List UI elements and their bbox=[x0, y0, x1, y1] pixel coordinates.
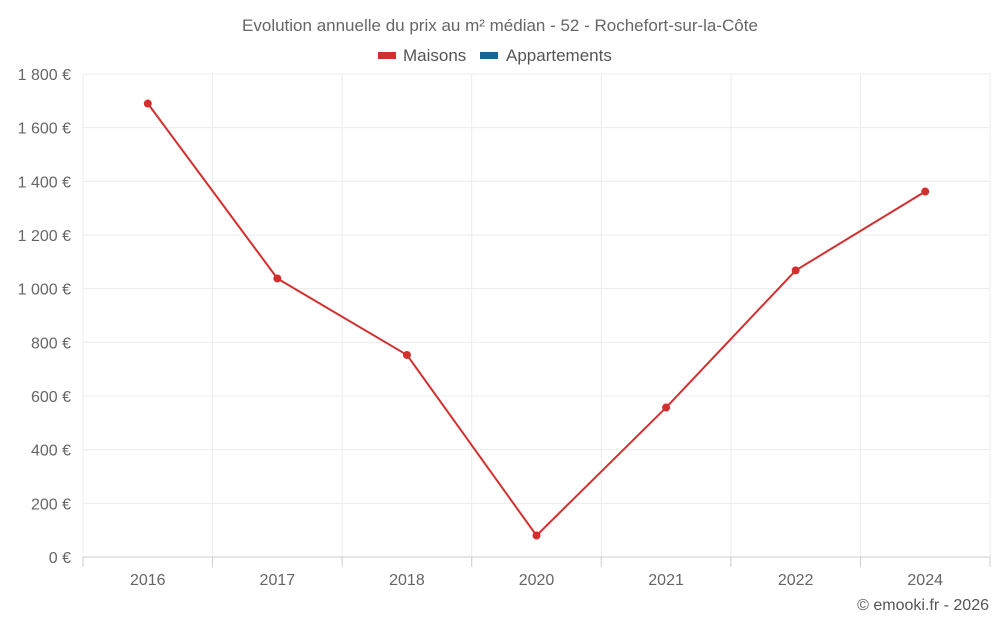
chart-title: Evolution annuelle du prix au m² médian … bbox=[242, 16, 758, 35]
x-tick-label: 2016 bbox=[130, 572, 166, 589]
x-tick-label: 2024 bbox=[907, 572, 943, 589]
data-point-maisons-2016[interactable] bbox=[143, 99, 152, 108]
y-tick-label: 1 800 € bbox=[18, 67, 71, 84]
y-tick-label: 1 400 € bbox=[18, 174, 71, 191]
legend-label-appartements: Appartements bbox=[506, 46, 612, 65]
grid bbox=[82, 73, 991, 557]
legend-swatch-maisons bbox=[378, 52, 396, 59]
y-tick-label: 200 € bbox=[31, 496, 71, 513]
y-tick-label: 1 000 € bbox=[18, 282, 71, 299]
y-tick-label: 600 € bbox=[31, 389, 71, 406]
data-point-maisons-2021[interactable] bbox=[662, 403, 671, 412]
data-point-maisons-2018[interactable] bbox=[402, 350, 411, 359]
x-tick-label: 2021 bbox=[648, 572, 684, 589]
x-tick-label: 2020 bbox=[519, 572, 555, 589]
y-tick-label: 1 200 € bbox=[18, 228, 71, 245]
y-tick-label: 800 € bbox=[31, 335, 71, 352]
legend: Maisons Appartements bbox=[378, 46, 612, 65]
axes: 0 € 200 € 400 € 600 € 800 € 1 000 € 1 200 € 1 4… bbox=[18, 67, 991, 589]
y-tick-label: 0 € bbox=[49, 550, 71, 567]
legend-swatch-appartements bbox=[480, 52, 498, 59]
credit-text: © emooki.fr - 2026 bbox=[857, 597, 989, 614]
data-point-maisons-2020[interactable] bbox=[532, 531, 541, 540]
y-tick-label: 400 € bbox=[31, 443, 71, 460]
data-point-maisons-2017[interactable] bbox=[273, 274, 282, 283]
x-tick-label: 2022 bbox=[778, 572, 814, 589]
legend-item-maisons[interactable]: Maisons bbox=[378, 46, 466, 65]
data-point-maisons-2024[interactable] bbox=[921, 187, 930, 196]
y-tick-label: 1 600 € bbox=[18, 121, 71, 138]
series-line-maisons bbox=[146, 102, 926, 537]
x-tick-label: 2017 bbox=[260, 572, 296, 589]
legend-item-appartements[interactable]: Appartements bbox=[480, 46, 612, 65]
series bbox=[143, 99, 930, 540]
legend-label-maisons: Maisons bbox=[403, 46, 466, 65]
x-tick-label: 2018 bbox=[389, 572, 425, 589]
data-point-maisons-2022[interactable] bbox=[791, 266, 800, 275]
